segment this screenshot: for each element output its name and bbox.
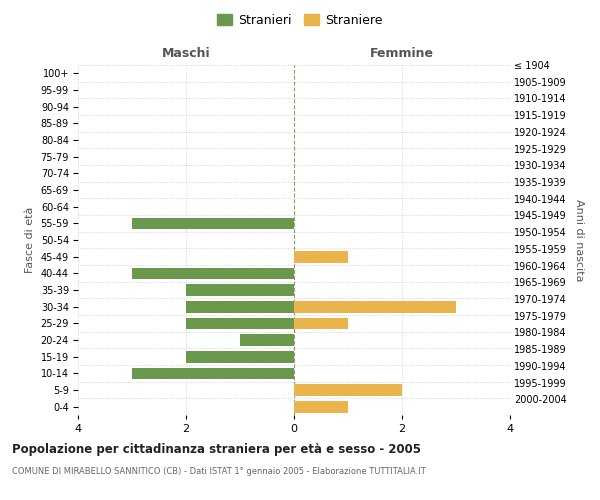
Bar (186, 351, 294, 362)
Text: Popolazione per cittadinanza straniera per età e sesso - 2005: Popolazione per cittadinanza straniera p… (12, 442, 421, 456)
Legend: Stranieri, Straniere: Stranieri, Straniere (212, 8, 388, 32)
Bar (132, 368, 294, 379)
Text: Femmine: Femmine (370, 47, 434, 60)
Bar (186, 284, 294, 296)
Bar (132, 218, 294, 229)
Bar (294, 318, 348, 329)
Bar (294, 251, 348, 262)
Y-axis label: Anni di nascita: Anni di nascita (574, 198, 584, 281)
Bar (294, 384, 402, 396)
Bar (186, 318, 294, 329)
Bar (186, 301, 294, 312)
Text: Maschi: Maschi (161, 47, 211, 60)
Text: COMUNE DI MIRABELLO SANNITICO (CB) - Dati ISTAT 1° gennaio 2005 - Elaborazione T: COMUNE DI MIRABELLO SANNITICO (CB) - Dat… (12, 468, 426, 476)
Y-axis label: Fasce di età: Fasce di età (25, 207, 35, 273)
Bar (240, 334, 294, 346)
Bar (294, 401, 348, 412)
Bar (294, 301, 456, 312)
Bar (132, 268, 294, 279)
